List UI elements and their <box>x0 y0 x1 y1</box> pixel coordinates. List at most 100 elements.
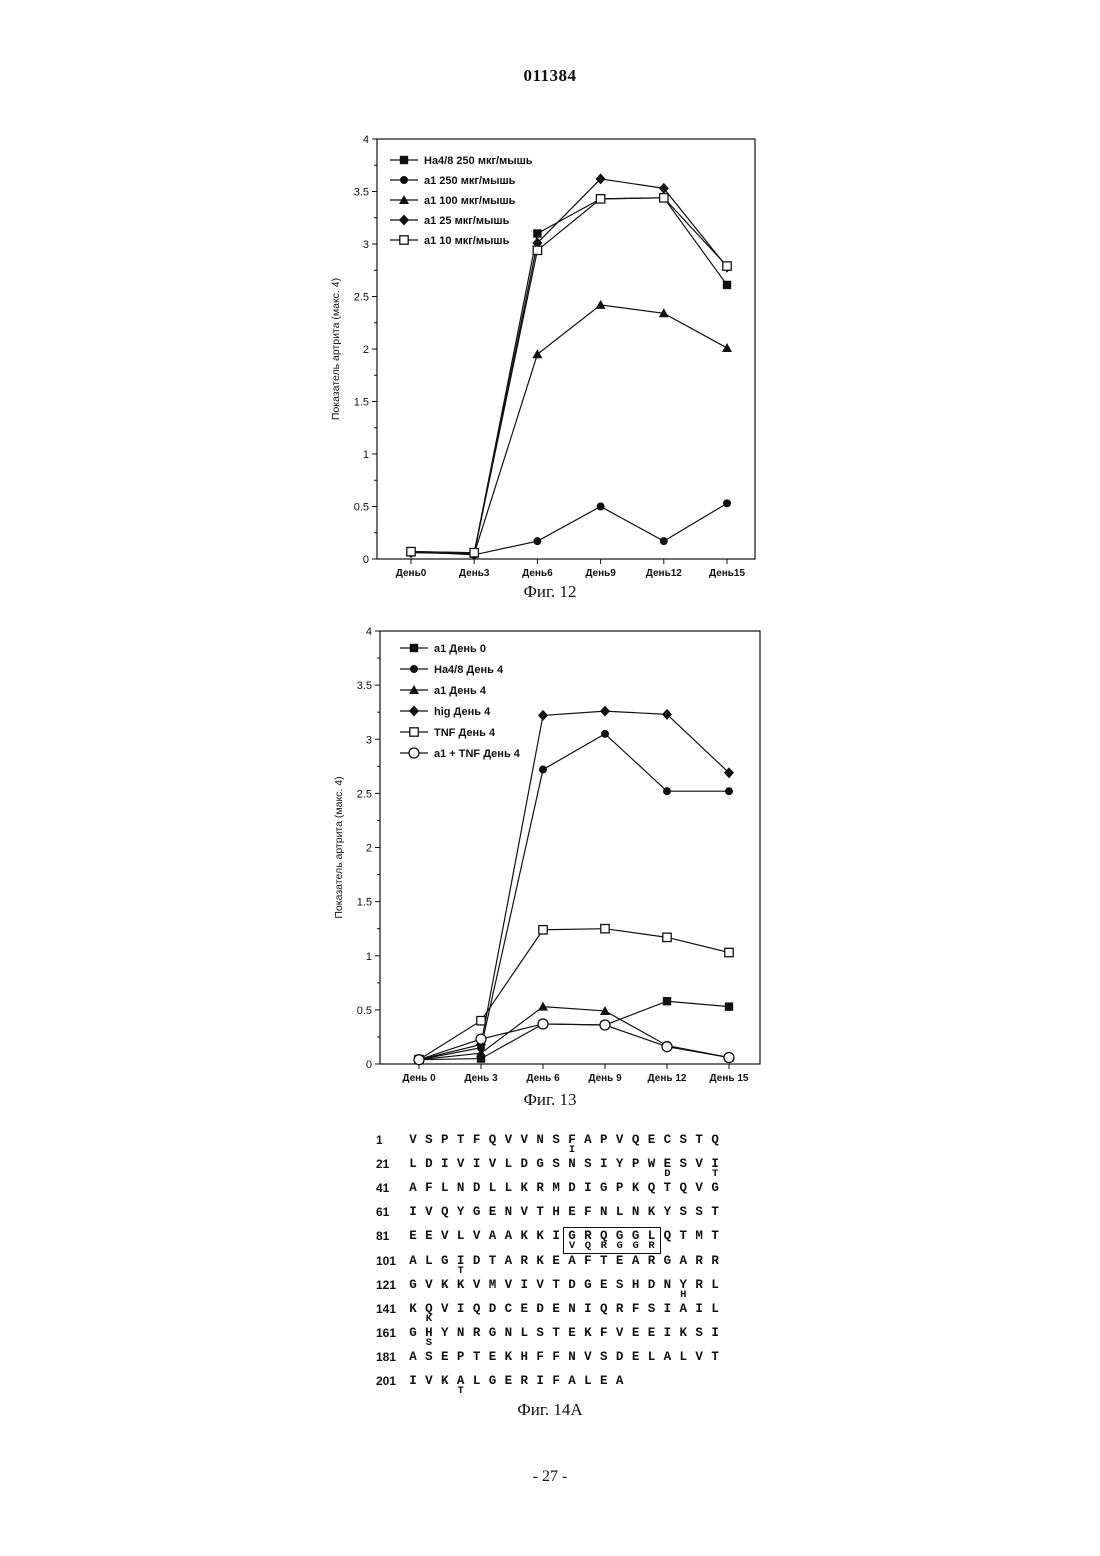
residue: G <box>468 1205 486 1219</box>
residue: I <box>690 1302 708 1316</box>
residue: A <box>452 1374 470 1388</box>
x-tick-label: День 12 <box>648 1073 687 1084</box>
legend-marker <box>409 748 419 758</box>
residue: G <box>484 1326 502 1340</box>
residue: F <box>468 1133 486 1147</box>
residue: A <box>611 1374 629 1388</box>
residue-variant: R <box>595 1240 613 1252</box>
residue: M <box>690 1229 708 1243</box>
legend-entry: a1 День 0 <box>400 643 486 655</box>
caption-fig14a: Фиг. 14А <box>0 1400 1100 1420</box>
legend-entry: a1 10 мкг/мышь <box>390 235 510 247</box>
residue: E <box>404 1229 422 1243</box>
residue: D <box>468 1181 486 1195</box>
residue: L <box>452 1229 470 1243</box>
residue: E <box>611 1254 629 1268</box>
residue-variant: T <box>452 1265 470 1277</box>
residue: T <box>547 1326 565 1340</box>
legend-label: Ha4/8 250 мкг/мышь <box>424 155 533 167</box>
residue: T <box>658 1181 676 1195</box>
residue: K <box>452 1278 470 1292</box>
data-point <box>414 1055 424 1065</box>
y-tick-label: 1 <box>366 951 372 963</box>
series-1 <box>407 194 731 557</box>
residue: N <box>563 1157 581 1171</box>
legend-entry: a1 250 мкг/мышь <box>390 175 516 187</box>
x-tick-label: День 3 <box>464 1073 498 1084</box>
residue: L <box>420 1254 438 1268</box>
legend-label: a1 100 мкг/мышь <box>424 195 516 207</box>
residue: N <box>563 1302 581 1316</box>
residue: E <box>643 1133 661 1147</box>
sequence-position-number: 181 <box>376 1350 396 1364</box>
residue: S <box>643 1302 661 1316</box>
residue: F <box>547 1374 565 1388</box>
legend-marker <box>410 644 418 652</box>
residue-variant: I <box>563 1144 581 1156</box>
residue: I <box>595 1157 613 1171</box>
data-point <box>533 229 541 237</box>
residue: S <box>547 1157 565 1171</box>
residue: R <box>531 1181 549 1195</box>
residue: G <box>627 1229 645 1243</box>
residue: S <box>531 1326 549 1340</box>
page-number: - 27 - <box>0 1468 1100 1486</box>
residue: L <box>484 1181 502 1195</box>
residue: F <box>563 1133 581 1147</box>
data-point <box>662 1042 672 1052</box>
residue: Y <box>452 1205 470 1219</box>
residue: E <box>547 1254 565 1268</box>
residue: T <box>706 1350 724 1364</box>
highlighted-motif-box <box>563 1227 661 1254</box>
residue: G <box>595 1181 613 1195</box>
series-6 <box>414 1019 734 1065</box>
y-tick-label: 2 <box>366 843 372 855</box>
residue: L <box>611 1205 629 1219</box>
series-line <box>419 929 729 1060</box>
residue: G <box>404 1326 422 1340</box>
residue: F <box>579 1205 597 1219</box>
legend-label: a1 250 мкг/мышь <box>424 175 516 187</box>
residue: G <box>706 1181 724 1195</box>
y-tick-label: 4 <box>363 134 369 146</box>
residue: K <box>499 1350 517 1364</box>
y-tick-label: 4 <box>366 626 372 638</box>
residue: Q <box>706 1133 724 1147</box>
residue-variant: G <box>611 1240 629 1252</box>
residue: E <box>627 1326 645 1340</box>
residue: V <box>690 1157 708 1171</box>
residue: M <box>547 1181 565 1195</box>
legend-entry: Ha4/8 250 мкг/мышь <box>390 155 533 167</box>
residue: V <box>468 1278 486 1292</box>
residue: Q <box>595 1302 613 1316</box>
residue: G <box>404 1278 422 1292</box>
residue: D <box>484 1302 502 1316</box>
residue: I <box>468 1157 486 1171</box>
residue: L <box>468 1374 486 1388</box>
residue: V <box>515 1133 533 1147</box>
residue: D <box>611 1350 629 1364</box>
residue: E <box>547 1302 565 1316</box>
x-tick-label: День6 <box>522 568 553 579</box>
residue: K <box>627 1181 645 1195</box>
residue: T <box>484 1254 502 1268</box>
sequence-position-number: 141 <box>376 1302 396 1316</box>
residue: R <box>706 1254 724 1268</box>
y-tick-label: 0.5 <box>357 1005 372 1017</box>
residue: A <box>563 1374 581 1388</box>
residue: L <box>706 1302 724 1316</box>
residue: S <box>547 1133 565 1147</box>
residue: E <box>595 1278 613 1292</box>
residue: Q <box>436 1205 454 1219</box>
residue: V <box>531 1278 549 1292</box>
legend-marker <box>410 728 418 736</box>
data-point <box>539 926 547 934</box>
data-point <box>725 787 733 795</box>
data-point <box>407 547 415 555</box>
residue: R <box>468 1326 486 1340</box>
legend-entry: a1 100 мкг/мышь <box>390 195 516 207</box>
data-point <box>722 343 732 352</box>
residue: E <box>563 1326 581 1340</box>
residue: A <box>627 1254 645 1268</box>
x-tick-label: День3 <box>459 568 490 579</box>
